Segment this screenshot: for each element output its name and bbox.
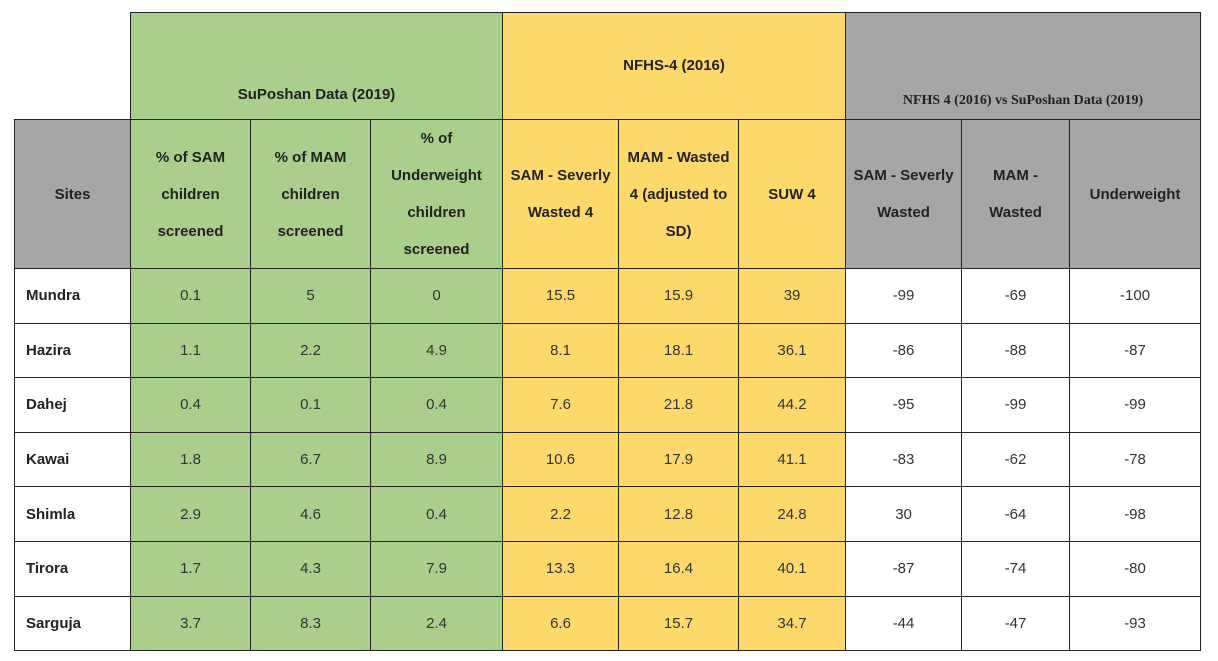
value-cell: -99 <box>1069 377 1202 433</box>
value-cell: 0.4 <box>130 377 251 433</box>
value-cell: 2.9 <box>130 486 251 542</box>
col-sites: Sites <box>14 119 131 269</box>
value-cell: 0 <box>369 268 504 324</box>
group-compare: NFHS 4 (2016) vs SuPoshan Data (2019) <box>845 12 1202 120</box>
table-body: Mundra 0.1 5 0 15.5 15.9 39 -99 -69 -100 Hazira 1.1… <box>14 268 1202 652</box>
value-cell: -98 <box>1069 486 1202 542</box>
value-cell: -64 <box>961 486 1071 542</box>
site-cell: Kawai <box>14 431 131 488</box>
value-cell: 34.7 <box>738 595 847 652</box>
value-cell: 0.4 <box>369 377 504 433</box>
value-cell: 7.6 <box>502 377 620 433</box>
col-mam-pct: % of MAM children screened <box>250 119 371 269</box>
col-sam4: SAM - Severly Wasted 4 <box>502 119 620 269</box>
value-cell: -86 <box>845 322 963 379</box>
value-cell: 15.9 <box>618 268 740 324</box>
value-cell: 21.8 <box>618 377 740 433</box>
value-cell: 2.2 <box>502 486 620 542</box>
site-cell: Dahej <box>14 377 131 433</box>
table-row: Dahej 0.4 0.1 0.4 7.6 21.8 44.2 -95 -99 -99 <box>14 377 1202 433</box>
col-suw4: SUW 4 <box>738 119 847 269</box>
value-cell: -87 <box>845 540 963 597</box>
column-header-row: Sites % of SAM children screened % of MA… <box>14 119 1202 269</box>
value-cell: -47 <box>961 595 1071 652</box>
table-row: Kawai 1.8 6.7 8.9 10.6 17.9 41.1 -83 -62 -78 <box>14 431 1202 488</box>
value-cell: 10.6 <box>502 431 620 488</box>
value-cell: 4.9 <box>369 322 504 379</box>
value-cell: 8.9 <box>369 431 504 488</box>
table-row: Hazira 1.1 2.2 4.9 8.1 18.1 36.1 -86 -88 -87 <box>14 322 1202 379</box>
value-cell: 1.8 <box>130 431 251 488</box>
value-cell: 8.1 <box>502 322 620 379</box>
value-cell: 17.9 <box>618 431 740 488</box>
value-cell: 36.1 <box>738 322 847 379</box>
value-cell: 5 <box>250 268 371 324</box>
value-cell: 13.3 <box>502 540 620 597</box>
value-cell: 1.1 <box>130 322 251 379</box>
value-cell: 6.6 <box>502 595 620 652</box>
value-cell: 1.7 <box>130 540 251 597</box>
site-cell: Hazira <box>14 322 131 379</box>
value-cell: -69 <box>961 268 1071 324</box>
value-cell: 3.7 <box>130 595 251 652</box>
value-cell: 2.2 <box>250 322 371 379</box>
value-cell: -62 <box>961 431 1071 488</box>
value-cell: -74 <box>961 540 1071 597</box>
value-cell: 12.8 <box>618 486 740 542</box>
col-mam4: MAM - Wasted 4 (adjusted to SD) <box>618 119 740 269</box>
value-cell: 7.9 <box>369 540 504 597</box>
value-cell: 41.1 <box>738 431 847 488</box>
table-row: Shimla 2.9 4.6 0.4 2.2 12.8 24.8 30 -64 -98 <box>14 486 1202 542</box>
value-cell: -88 <box>961 322 1071 379</box>
value-cell: -87 <box>1069 322 1202 379</box>
value-cell: 4.3 <box>250 540 371 597</box>
value-cell: 6.7 <box>250 431 371 488</box>
value-cell: -80 <box>1069 540 1202 597</box>
value-cell: 24.8 <box>738 486 847 542</box>
value-cell: 2.4 <box>369 595 504 652</box>
group-header-row: SuPoshan Data (2019) NFHS-4 (2016) NFHS … <box>14 12 1202 120</box>
col-sam-cmp: SAM - Severly Wasted <box>845 119 963 269</box>
value-cell: 40.1 <box>738 540 847 597</box>
value-cell: -95 <box>845 377 963 433</box>
group-nfhs: NFHS-4 (2016) <box>502 12 847 120</box>
nutrition-comparison-table: SuPoshan Data (2019) NFHS-4 (2016) NFHS … <box>14 12 1202 652</box>
value-cell: 0.1 <box>250 377 371 433</box>
value-cell: 15.5 <box>502 268 620 324</box>
value-cell: -99 <box>961 377 1071 433</box>
value-cell: -93 <box>1069 595 1202 652</box>
value-cell: 39 <box>738 268 847 324</box>
value-cell: -78 <box>1069 431 1202 488</box>
site-cell: Sarguja <box>14 595 131 652</box>
col-uw-cmp: Underweight <box>1069 119 1202 269</box>
value-cell: -83 <box>845 431 963 488</box>
value-cell: 15.7 <box>618 595 740 652</box>
value-cell: 18.1 <box>618 322 740 379</box>
value-cell: 8.3 <box>250 595 371 652</box>
value-cell: 16.4 <box>618 540 740 597</box>
value-cell: 0.4 <box>369 486 504 542</box>
table-row: Mundra 0.1 5 0 15.5 15.9 39 -99 -69 -100 <box>14 268 1202 324</box>
value-cell: 30 <box>845 486 963 542</box>
value-cell: 44.2 <box>738 377 847 433</box>
col-uw-pct: % of Underweight children screened <box>369 119 504 269</box>
col-mam-cmp: MAM - Wasted <box>961 119 1071 269</box>
table-row: Sarguja 3.7 8.3 2.4 6.6 15.7 34.7 -44 -47 -93 <box>14 595 1202 652</box>
group-suposhan: SuPoshan Data (2019) <box>129 12 504 120</box>
value-cell: 4.6 <box>250 486 371 542</box>
value-cell: -44 <box>845 595 963 652</box>
site-cell: Shimla <box>14 486 131 542</box>
value-cell: -99 <box>845 268 963 324</box>
value-cell: -100 <box>1069 268 1202 324</box>
site-cell: Tirora <box>14 540 131 597</box>
table-row: Tirora 1.7 4.3 7.9 13.3 16.4 40.1 -87 -74 -80 <box>14 540 1202 597</box>
corner-cell <box>14 12 131 120</box>
value-cell: 0.1 <box>130 268 251 324</box>
site-cell: Mundra <box>14 268 131 324</box>
col-sam-pct: % of SAM children screened <box>130 119 251 269</box>
